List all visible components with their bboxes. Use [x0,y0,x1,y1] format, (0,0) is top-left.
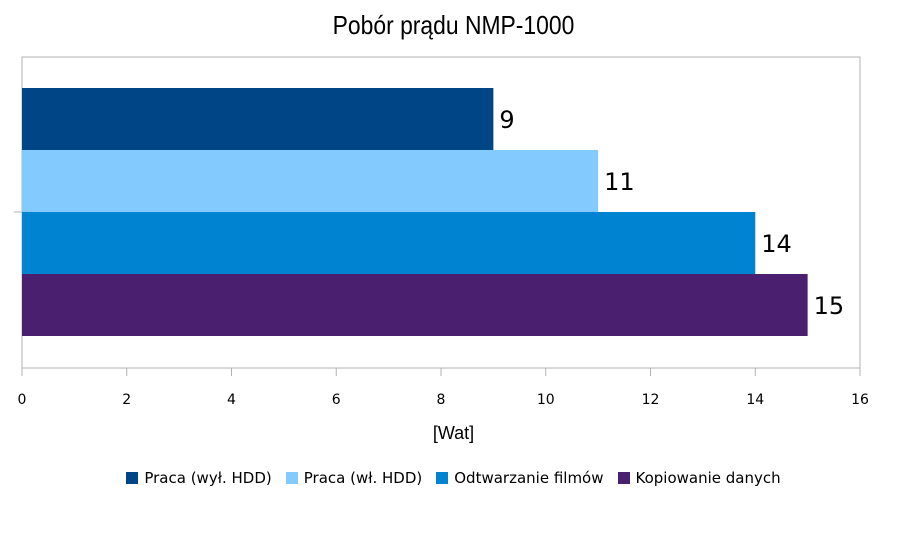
legend-item-3: Odtwarzanie filmów [436,469,604,487]
x-tick-label: 12 [642,392,660,408]
x-tick-label: 6 [332,392,341,408]
x-tick-label: 14 [746,392,764,408]
data-label-3: 14 [761,230,792,258]
bar-4 [22,274,808,336]
chart-title: Pobór prądu NMP-1000 [332,10,575,40]
legend-item-4: Kopiowanie danych [617,469,781,487]
x-tick-label: 4 [227,392,236,408]
data-label-4: 15 [814,292,845,320]
data-label-1: 9 [499,106,514,134]
x-tick-label: 8 [437,392,446,408]
legend-swatch [285,472,298,484]
legend-swatch [126,472,139,484]
legend-label: Odtwarzanie filmów [454,469,604,487]
x-tick-label: 2 [122,392,131,408]
x-tick-label: 10 [537,392,555,408]
x-tick-label: 0 [18,392,27,408]
x-axis-label: [Wat] [432,423,475,443]
legend-swatch [617,472,630,484]
bar-3 [22,212,756,274]
x-tick-label: 16 [851,392,869,408]
bar-2 [22,150,599,212]
legend-item-1: Praca (wył. HDD) [126,469,272,487]
bar-1 [22,88,494,150]
data-label-2: 11 [604,168,635,196]
legend-label: Kopiowanie danych [635,469,781,487]
legend: Praca (wył. HDD) Praca (wł. HDD) Odtwarzan… [0,469,907,487]
legend-label: Praca (wł. HDD) [303,469,423,487]
legend-swatch [436,472,449,484]
legend-label: Praca (wył. HDD) [144,469,272,487]
legend-item-2: Praca (wł. HDD) [285,469,423,487]
